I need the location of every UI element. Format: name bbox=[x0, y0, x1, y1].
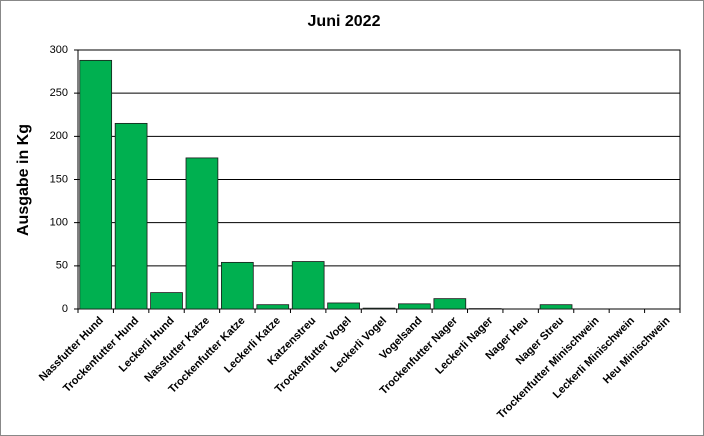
y-tick-label: 50 bbox=[56, 260, 68, 272]
bar bbox=[114, 122, 148, 310]
y-tick-label: 250 bbox=[50, 87, 68, 99]
bar bbox=[291, 261, 325, 310]
bar bbox=[327, 302, 360, 310]
chart-title: Juni 2022 bbox=[308, 13, 381, 30]
bar bbox=[150, 292, 183, 310]
y-tick-label: 150 bbox=[50, 173, 68, 185]
y-tick-label: 200 bbox=[50, 130, 68, 142]
y-tick-label: 0 bbox=[62, 303, 68, 315]
y-axis-label: Ausgabe in Kg bbox=[15, 124, 32, 236]
bar bbox=[256, 304, 290, 310]
y-tick-label: 300 bbox=[50, 44, 68, 56]
y-tick-label: 100 bbox=[50, 217, 68, 229]
bar bbox=[79, 59, 113, 310]
bar bbox=[185, 157, 219, 310]
bar bbox=[221, 261, 254, 310]
bar bbox=[539, 304, 573, 310]
bar bbox=[433, 298, 467, 310]
bar bbox=[398, 303, 431, 310]
bar bbox=[362, 307, 396, 310]
